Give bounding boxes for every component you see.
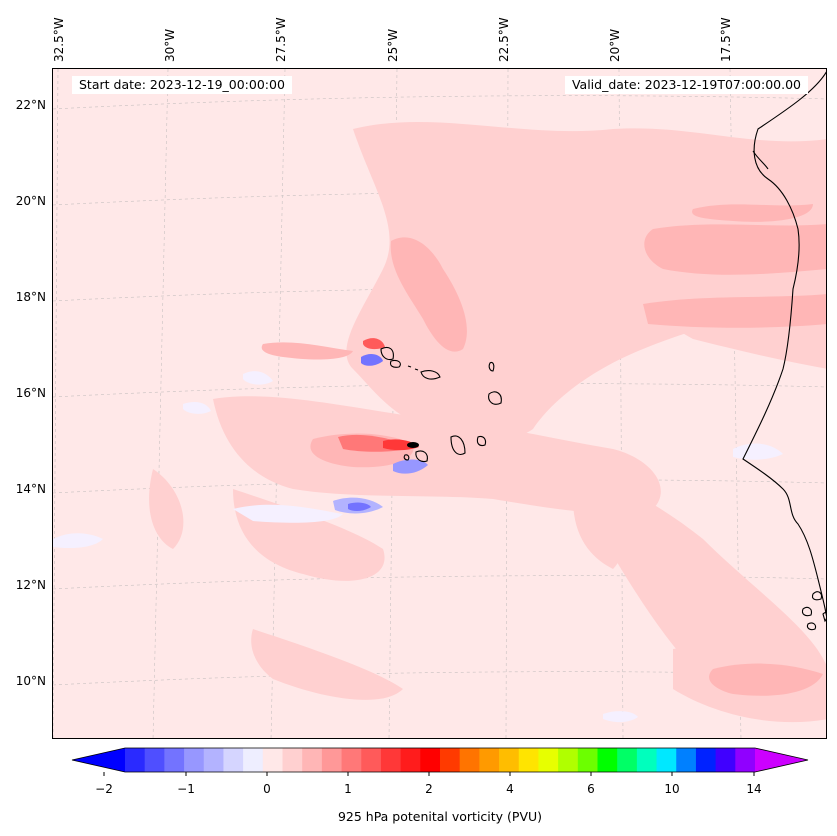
colorbar-cell [499, 748, 520, 772]
colorbar-cell [341, 748, 362, 772]
colorbar-cell [420, 748, 441, 772]
colorbar-cell [735, 748, 756, 772]
lon-label: 27.5°W [274, 17, 288, 62]
colorbar-cell [558, 748, 579, 772]
lon-label: 30°W [163, 28, 177, 62]
lon-label: 22.5°W [497, 17, 511, 62]
colorbar-cell [440, 748, 461, 772]
colorbar-cell [695, 748, 717, 772]
colorbar-cell [380, 748, 402, 772]
colorbar-cell [302, 748, 323, 772]
colorbar-extend-max [755, 748, 808, 772]
lat-label: 12°N [15, 578, 46, 592]
colorbar-cell [184, 748, 205, 772]
colorbar-cell [243, 748, 264, 772]
colorbar-tick-label: −2 [95, 782, 113, 796]
colorbar-tick-label: 4 [506, 782, 514, 796]
coastline-africa [742, 71, 826, 617]
start-date-label: Start date: 2023-12-19_00:00:00 [72, 76, 292, 94]
coastline-guinea [801, 591, 826, 631]
coastline-cape-verde [380, 346, 502, 463]
colorbar-cell [597, 748, 618, 772]
colorbar-cell [538, 748, 559, 772]
lon-label: 32.5°W [52, 17, 66, 62]
colorbar-cell [361, 748, 382, 772]
pv-contours-medium [261, 204, 826, 696]
colorbar-title: 925 hPa potenital vorticity (PVU) [337, 809, 543, 824]
colorbar-cell [577, 748, 598, 772]
map-panel [52, 68, 827, 739]
lat-label: 16°N [15, 386, 46, 400]
colorbar-cell [656, 748, 677, 772]
colorbar-cell [676, 748, 697, 772]
colorbar-tick-label: 0 [263, 782, 271, 796]
colorbar-extend-min [72, 748, 125, 772]
colorbar-tick-label: 6 [587, 782, 595, 796]
colorbar-tick-label: 1 [344, 782, 352, 796]
colorbar-cell [636, 748, 658, 772]
colorbar-cell [518, 748, 539, 772]
colorbar-tick-label: 10 [664, 782, 680, 796]
colorbar-outline [71, 747, 809, 773]
pv-field-map [53, 69, 826, 738]
lat-label: 18°N [15, 290, 46, 304]
colorbar-tick-label: 2 [425, 782, 433, 796]
lon-label: 17.5°W [719, 17, 733, 62]
lon-label: 20°W [608, 28, 622, 62]
lon-label: 25°W [386, 28, 400, 62]
colorbar-cell [321, 748, 343, 772]
lat-label: 22°N [15, 98, 46, 112]
lat-label: 20°N [15, 194, 46, 208]
lat-label: 10°N [15, 674, 46, 688]
colorbar-cell [715, 748, 736, 772]
colorbar-cell [400, 748, 421, 772]
colorbar-cell [223, 748, 244, 772]
colorbar-cell [125, 748, 146, 772]
colorbar-cell [282, 748, 303, 772]
colorbar-cell [203, 748, 224, 772]
pv-contours-neutral [53, 371, 783, 723]
colorbar [71, 747, 809, 776]
colorbar-cell [262, 748, 283, 772]
colorbar-cell [459, 748, 480, 772]
valid-date-label: Valid_date: 2023-12-19T07:00:00.00 [564, 76, 808, 94]
colorbar-cell [617, 748, 638, 772]
colorbar-tick-label: −1 [177, 782, 195, 796]
pv-anomalies [333, 338, 428, 514]
colorbar-cell [164, 748, 185, 772]
colorbar-tick-label: 14 [746, 782, 762, 796]
lat-label: 14°N [15, 482, 46, 496]
colorbar-cell [479, 748, 500, 772]
colorbar-cell [144, 748, 165, 772]
